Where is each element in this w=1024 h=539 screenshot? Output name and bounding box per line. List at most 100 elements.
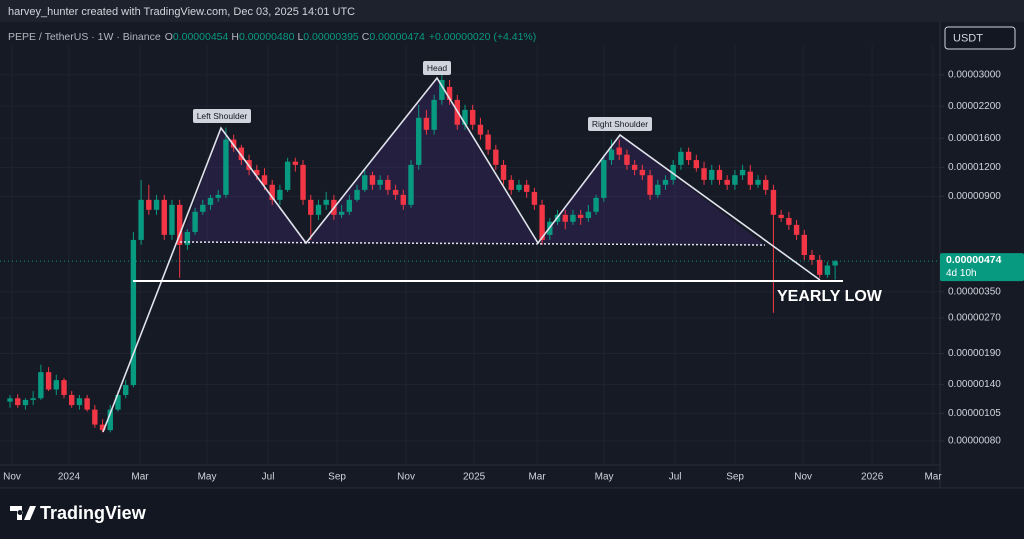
candle-body xyxy=(176,204,183,245)
countdown: 4d 10h xyxy=(946,268,977,279)
candle-body xyxy=(539,204,545,240)
candle-body xyxy=(99,424,106,431)
pattern-fill xyxy=(180,128,306,243)
candle-body xyxy=(624,154,630,165)
y-tick-label: 0.00000080 xyxy=(948,436,1001,447)
candle-body xyxy=(315,204,322,215)
annotation-box xyxy=(423,61,451,75)
last-price-tag xyxy=(940,253,1024,282)
annotation-yearly-low: YEARLY LOW xyxy=(777,288,883,305)
candle-body xyxy=(122,385,129,395)
candle-body xyxy=(76,398,83,406)
candle-body xyxy=(230,139,237,148)
candle-body xyxy=(709,169,715,180)
x-tick-label: Jul xyxy=(262,472,275,483)
candle-body xyxy=(493,149,499,165)
candle-body xyxy=(423,117,430,130)
candle-body xyxy=(408,164,414,205)
x-tick-label: 2024 xyxy=(58,472,81,483)
candle-body xyxy=(585,211,592,218)
candle-body xyxy=(786,217,792,225)
y-tick-label: 0.00000350 xyxy=(948,286,1001,297)
candle-body xyxy=(277,189,283,200)
candle-body xyxy=(200,204,206,212)
candles xyxy=(0,74,940,433)
candle-body xyxy=(416,117,422,165)
candle-body xyxy=(562,214,568,222)
candle-body xyxy=(701,168,707,180)
candle-body xyxy=(192,211,198,232)
candle-body xyxy=(655,184,661,195)
candle-body xyxy=(385,179,391,190)
candle-body xyxy=(508,179,514,190)
candle-body xyxy=(107,409,113,431)
plot-area xyxy=(0,74,940,433)
x-tick-label: 2026 xyxy=(861,472,884,483)
candle-body xyxy=(801,234,807,255)
candle-body xyxy=(223,139,229,195)
x-tick-label: Mar xyxy=(131,472,149,483)
annotation-box xyxy=(588,117,652,131)
candle-body xyxy=(616,147,622,155)
candle-body xyxy=(7,398,13,402)
chart-pane xyxy=(0,22,1024,488)
currency-button[interactable] xyxy=(944,26,1016,50)
x-tick-label: Nov xyxy=(794,472,812,483)
candle-body xyxy=(670,164,676,180)
candle-body xyxy=(439,79,445,100)
candle-body xyxy=(824,265,831,275)
candle-body xyxy=(15,398,21,406)
y-tick-label: 0.00001200 xyxy=(948,162,1001,173)
candle-body xyxy=(809,254,815,260)
legend-key: H xyxy=(231,31,239,43)
candle-body xyxy=(755,179,761,185)
candle-body xyxy=(763,179,769,190)
x-tick-label: Sep xyxy=(726,472,744,483)
candle-body xyxy=(130,239,137,386)
annotation-box xyxy=(193,109,251,123)
candle-body xyxy=(570,214,576,222)
candle-body xyxy=(739,169,746,176)
legend-value: 0.00000395 xyxy=(303,31,359,43)
legend-change: +0.00000020 (+4.41%) xyxy=(429,31,536,43)
x-tick-label: May xyxy=(595,472,614,483)
candle-body xyxy=(601,160,607,198)
axes: 0.00003000 0.00002200 0.00001600 0.00001200… xyxy=(0,22,1024,488)
candle-body xyxy=(477,124,484,135)
candle-body xyxy=(284,161,291,190)
candle-body xyxy=(53,380,59,390)
candle-body xyxy=(431,99,437,130)
candle-body xyxy=(716,169,723,180)
candle-body xyxy=(215,194,221,198)
candle-body xyxy=(261,175,268,185)
candle-body xyxy=(30,398,36,400)
y-tick-label: 0.00000270 xyxy=(948,313,1001,324)
candle-body xyxy=(377,179,383,185)
candle-body xyxy=(817,259,823,275)
candle-body xyxy=(639,169,646,176)
candle-body xyxy=(446,86,453,100)
y-tick-label: 0.00002200 xyxy=(948,101,1001,112)
candle-body xyxy=(45,372,52,390)
candle-body xyxy=(747,171,754,185)
candle-body xyxy=(161,199,167,235)
neckline xyxy=(179,241,766,246)
candle-body xyxy=(647,175,653,195)
candle-body xyxy=(69,394,75,406)
annotation: Right Shoulder xyxy=(592,119,648,129)
candle-body xyxy=(732,175,738,185)
logo-icon xyxy=(10,506,36,520)
candle-body xyxy=(61,380,67,395)
pattern-fill xyxy=(306,78,538,243)
candle-body xyxy=(92,409,98,425)
y-tick-label: 0.00000140 xyxy=(948,379,1001,390)
annotation: Left Shoulder xyxy=(197,111,248,121)
y-tick-label: 0.00001600 xyxy=(948,133,1001,144)
x-tick-label: Nov xyxy=(397,472,415,483)
y-tick-label: 0.00000190 xyxy=(948,348,1001,359)
candle-body xyxy=(462,109,468,125)
candle-body xyxy=(84,398,90,410)
candle-body xyxy=(593,197,599,212)
